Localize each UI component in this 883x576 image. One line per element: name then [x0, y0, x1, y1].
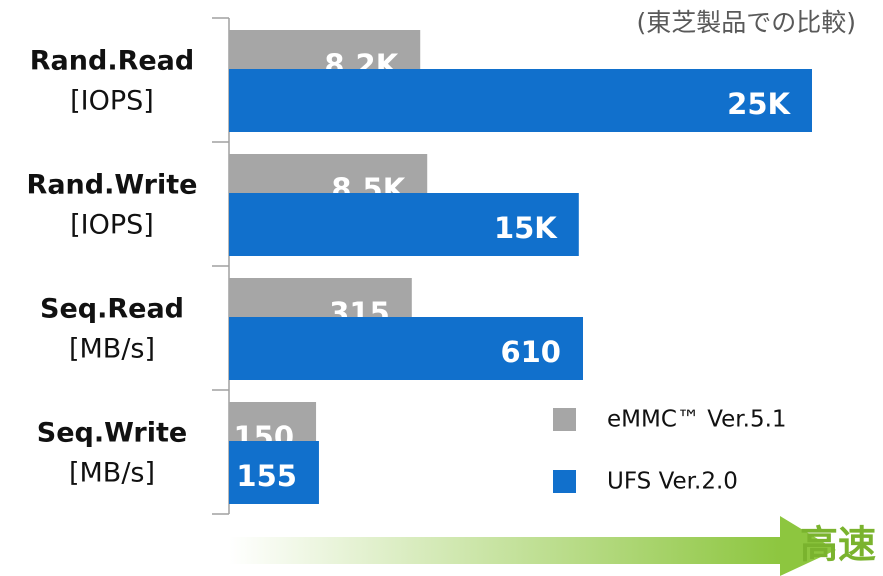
legend-label: UFS Ver.2.0 — [607, 469, 738, 495]
category-label: Seq.Write — [37, 418, 187, 449]
value-label: 25K — [727, 87, 791, 121]
legend-label: eMMC™ Ver.5.1 — [607, 407, 787, 433]
bar — [229, 317, 583, 380]
unit-label: [IOPS] — [70, 210, 154, 241]
bar — [229, 441, 319, 504]
arrow-label: 高速 — [800, 523, 876, 567]
legend-swatch — [553, 408, 576, 431]
bar — [229, 193, 579, 256]
arrow-shaft — [229, 537, 781, 564]
unit-label: [IOPS] — [70, 86, 154, 117]
arrow-head — [780, 516, 836, 576]
value-label: 15K — [494, 211, 558, 245]
unit-label: [MB/s] — [69, 334, 155, 365]
category-label: Rand.Read — [30, 46, 194, 77]
note: (東芝製品での比較) — [636, 8, 856, 37]
value-label: 155 — [236, 459, 297, 493]
value-label: 610 — [500, 335, 561, 369]
bar — [229, 69, 812, 132]
legend-swatch — [553, 470, 576, 493]
unit-label: [MB/s] — [69, 458, 155, 489]
category-label: Seq.Read — [40, 294, 184, 325]
category-label: Rand.Write — [27, 170, 198, 201]
